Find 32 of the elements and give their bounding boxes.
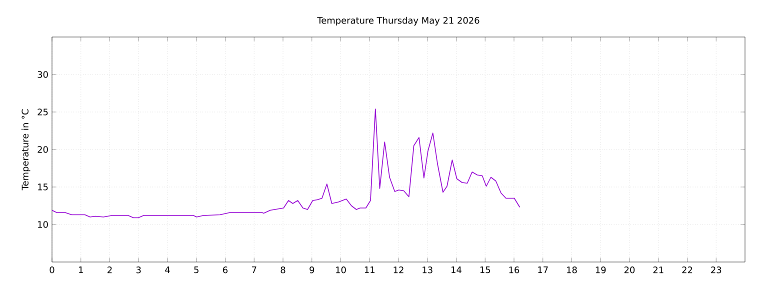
x-tick-label: 17 xyxy=(538,266,548,274)
x-tick-label: 23 xyxy=(711,266,722,274)
x-tick-label: 10 xyxy=(336,266,346,274)
chart-title: Temperature Thursday May 21 2026 xyxy=(317,16,480,26)
x-tick-label: 21 xyxy=(653,266,664,274)
x-tick-label: 4 xyxy=(165,266,170,274)
x-tick-label: 3 xyxy=(136,266,141,274)
x-tick-label: 0 xyxy=(50,266,54,274)
x-tick-label: 5 xyxy=(194,266,198,274)
x-tick-label: 18 xyxy=(567,266,577,274)
x-tick-label: 16 xyxy=(509,266,520,274)
x-tick-label: 2 xyxy=(108,266,112,274)
y-tick-label: 20 xyxy=(38,146,48,153)
y-tick-label: 30 xyxy=(38,71,48,78)
x-tick-label: 19 xyxy=(596,266,606,274)
line-series xyxy=(52,108,520,218)
x-tick-label: 13 xyxy=(422,266,432,274)
x-tick-label: 22 xyxy=(682,266,692,274)
x-tick-label: 20 xyxy=(624,266,635,274)
y-tick-label: 15 xyxy=(38,184,48,190)
x-tick-label: 14 xyxy=(452,266,462,274)
y-axis-title: Temperature in °C xyxy=(22,109,30,190)
x-tick-label: 8 xyxy=(280,266,286,274)
x-tick-label: 12 xyxy=(394,266,404,274)
x-tick-label: 6 xyxy=(223,266,228,274)
x-tick-label: 7 xyxy=(252,266,256,274)
x-tick-label: 15 xyxy=(480,266,490,274)
x-tick-label: 1 xyxy=(79,266,83,274)
x-tick-label: 11 xyxy=(364,266,374,274)
y-tick-label: 25 xyxy=(38,108,48,116)
y-tick-label: 10 xyxy=(38,221,48,228)
x-tick-label: 9 xyxy=(310,266,314,274)
